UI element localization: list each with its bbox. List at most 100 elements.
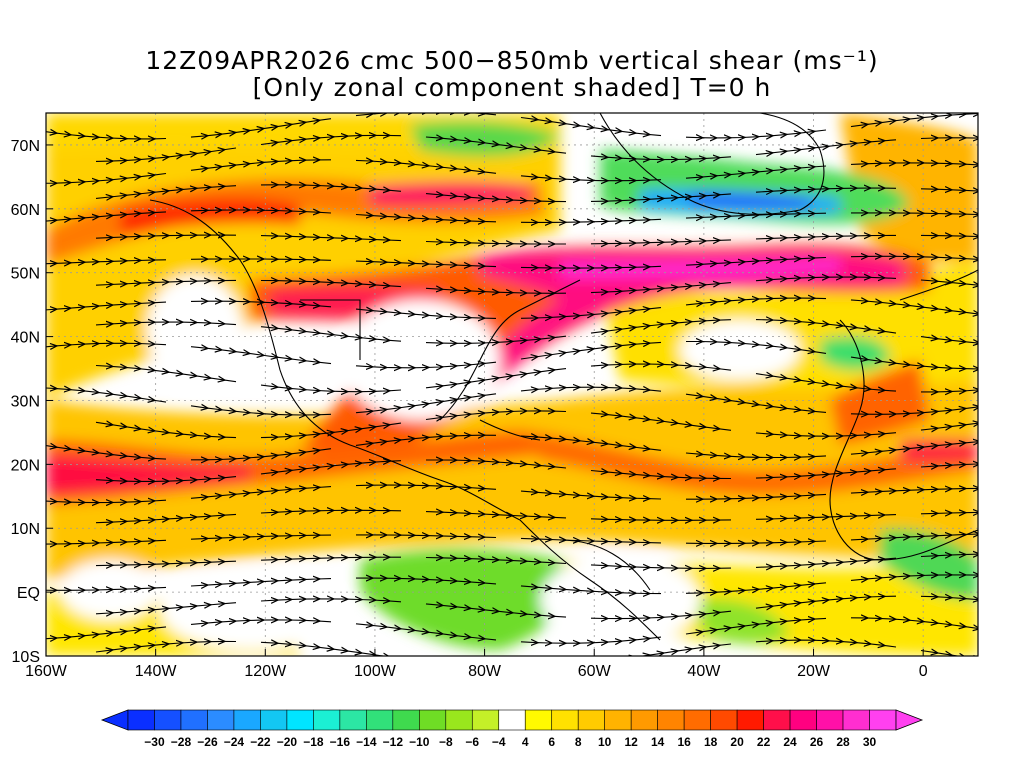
- lat-tick-label: 10S: [12, 649, 40, 666]
- colorbar-swatch: [339, 709, 367, 731]
- streamline: [590, 565, 732, 569]
- streamline: [520, 176, 662, 181]
- streamline: [355, 261, 497, 267]
- streamline: [920, 138, 978, 144]
- streamline: [686, 494, 827, 499]
- streamline: [95, 561, 237, 565]
- streamline: [920, 554, 978, 557]
- streamline: [46, 212, 167, 223]
- streamline: [355, 394, 497, 413]
- streamline: [260, 185, 402, 192]
- streamline: [191, 449, 332, 460]
- streamline: [260, 281, 402, 287]
- streamline: [355, 362, 497, 368]
- colorbar-level-label: 10: [598, 735, 612, 749]
- lat-tick-label: 40N: [11, 330, 40, 347]
- streamline: [685, 618, 827, 634]
- lon-tick-label: 160W: [25, 663, 68, 680]
- streamline: [46, 260, 167, 265]
- streamline: [685, 166, 827, 178]
- streamline: [685, 213, 827, 218]
- streamline: [520, 219, 662, 222]
- streamline: [95, 322, 237, 325]
- colorbar-swatch: [842, 709, 870, 731]
- streamline: [755, 469, 897, 478]
- streamline: [920, 512, 978, 514]
- streamline: [850, 256, 978, 260]
- streamline: [520, 308, 662, 319]
- colorbar-swatch: [789, 709, 817, 731]
- streamline: [356, 535, 497, 538]
- streamline: [260, 599, 402, 602]
- streamline: [850, 575, 978, 581]
- streamline: [260, 423, 402, 438]
- lat-tick-label: 10N: [11, 521, 40, 538]
- colorbar-swatch: [366, 709, 394, 731]
- colorbar-level-label: −30: [144, 735, 165, 749]
- streamline: [755, 188, 897, 192]
- streamline: [425, 411, 567, 420]
- colorbar-swatch: [260, 709, 288, 731]
- streamline: [590, 194, 732, 202]
- streamline: [755, 558, 897, 567]
- streamline: [425, 137, 567, 153]
- colorbar-swatch: [233, 709, 261, 731]
- colorbar-level-label: −26: [197, 735, 218, 749]
- streamline: [95, 186, 237, 199]
- streamline: [920, 415, 978, 430]
- streamline: [355, 215, 497, 222]
- streamline: [260, 642, 401, 656]
- streamline: [190, 406, 332, 415]
- streamline: [685, 298, 827, 305]
- streamline: [755, 640, 897, 647]
- lat-tick-label: 70N: [11, 138, 40, 155]
- colorbar-level-label: −8: [439, 735, 453, 749]
- streamline: [850, 300, 978, 316]
- plot-area: [46, 113, 978, 656]
- colorbar-min-arrow: [100, 709, 129, 731]
- streamline: [590, 611, 732, 618]
- streamline: [260, 461, 402, 474]
- colorbar-level-label: −18: [303, 735, 324, 749]
- streamline: [685, 130, 827, 138]
- streamline: [850, 618, 978, 631]
- streamline: [520, 266, 662, 268]
- lon-tick-label: 0: [919, 663, 928, 680]
- streamline: [95, 235, 237, 238]
- streamline: [755, 235, 897, 239]
- streamline: [591, 644, 732, 656]
- streamline: [920, 596, 978, 610]
- streamline: [590, 364, 732, 370]
- colorbar-level-label: −22: [250, 735, 271, 749]
- colorbar-level-label: 20: [730, 735, 744, 749]
- streamline: [920, 189, 978, 195]
- streamline: [755, 320, 897, 334]
- streamline: [685, 453, 827, 458]
- colorbar-level-label: 18: [704, 735, 718, 749]
- streamline: [520, 387, 662, 391]
- colorbar-swatch: [154, 709, 182, 731]
- streamline: [425, 194, 567, 202]
- lon-tick-label: 40W: [687, 663, 721, 680]
- streamline: [355, 624, 497, 640]
- colorbar-swatch: [498, 709, 526, 731]
- streamline: [685, 541, 827, 543]
- streamline: [920, 280, 978, 293]
- streamline: [46, 627, 167, 640]
- colorbar-level-label: −28: [171, 735, 192, 749]
- streamline: [850, 488, 978, 493]
- lon-tick-label: 20W: [797, 663, 831, 680]
- streamline: [190, 119, 332, 137]
- streamline: [46, 540, 167, 544]
- streamline: [425, 288, 567, 293]
- colorbar-swatch: [657, 709, 685, 731]
- colorbar-swatch: [445, 709, 473, 731]
- streamline: [355, 160, 497, 173]
- streamline: [95, 280, 237, 285]
- colorbar-swatch: [207, 709, 235, 731]
- streamline: [920, 463, 978, 467]
- colorbar-swatch: [869, 709, 897, 731]
- streamline: [590, 156, 732, 160]
- streamline: [520, 491, 662, 499]
